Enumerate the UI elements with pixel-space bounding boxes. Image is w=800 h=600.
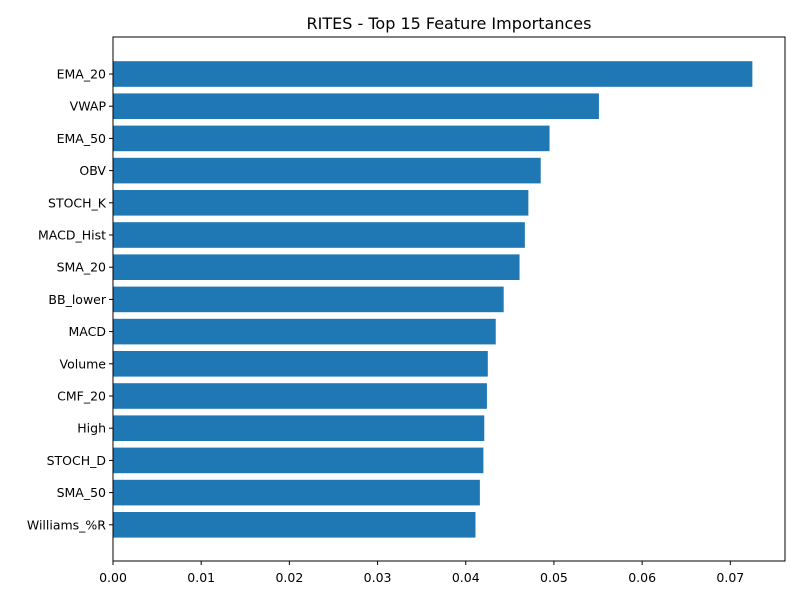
x-tick-label: 0.04	[452, 570, 480, 585]
y-tick-label: EMA_50	[57, 131, 106, 146]
y-tick-label: BB_lower	[48, 292, 106, 307]
bar-stoch-k	[113, 190, 529, 216]
bar-sma-20	[113, 254, 520, 280]
y-tick-label: EMA_20	[57, 67, 106, 82]
x-tick-label: 0.00	[99, 570, 127, 585]
bars-group	[113, 61, 753, 538]
x-tick-label: 0.02	[275, 570, 303, 585]
bar-ema-20	[113, 61, 753, 87]
y-tick-label: Williams_%R	[27, 517, 106, 532]
chart-title: RITES - Top 15 Feature Importances	[307, 14, 592, 33]
bar-macd	[113, 318, 496, 345]
x-tick-label: 0.03	[364, 570, 392, 585]
bar-bb-lower	[113, 286, 504, 313]
y-tick-label: High	[77, 421, 106, 436]
x-tick-label: 0.07	[716, 570, 744, 585]
y-tick-label: Volume	[60, 356, 107, 371]
bar-vwap	[113, 93, 599, 119]
y-tick-label: SMA_20	[57, 260, 106, 275]
y-tick-label: MACD_Hist	[38, 228, 106, 243]
x-tick-label: 0.05	[540, 570, 568, 585]
y-tick-label: VWAP	[70, 99, 107, 114]
bar-stoch-d	[113, 447, 484, 474]
x-ticks: 0.00 0.01 0.02 0.03 0.04 0.05 0.06 0.07	[99, 561, 744, 585]
y-tick-label: MACD	[69, 324, 106, 339]
y-tick-label: SMA_50	[57, 485, 106, 500]
bar-sma-50	[113, 479, 480, 506]
bar-cmf-20	[113, 383, 487, 409]
y-tick-label: CMF_20	[57, 389, 106, 404]
y-tick-label: STOCH_K	[48, 195, 107, 210]
plot-frame	[112, 36, 786, 562]
y-tick-labels: EMA_20 VWAP EMA_50 OBV STOCH_K MACD_Hist SMA_2…	[27, 67, 113, 532]
x-tick-label: 0.06	[628, 570, 656, 585]
x-tick-label: 0.01	[187, 570, 215, 585]
y-tick-label: OBV	[79, 163, 106, 178]
bar-macd-hist	[113, 222, 525, 248]
bar-ema-50	[113, 125, 550, 152]
y-tick-label: STOCH_D	[47, 453, 106, 468]
bar-obv	[113, 157, 541, 184]
bar-williams-r	[113, 512, 476, 538]
bar-volume	[113, 351, 488, 377]
bar-high	[113, 415, 485, 441]
